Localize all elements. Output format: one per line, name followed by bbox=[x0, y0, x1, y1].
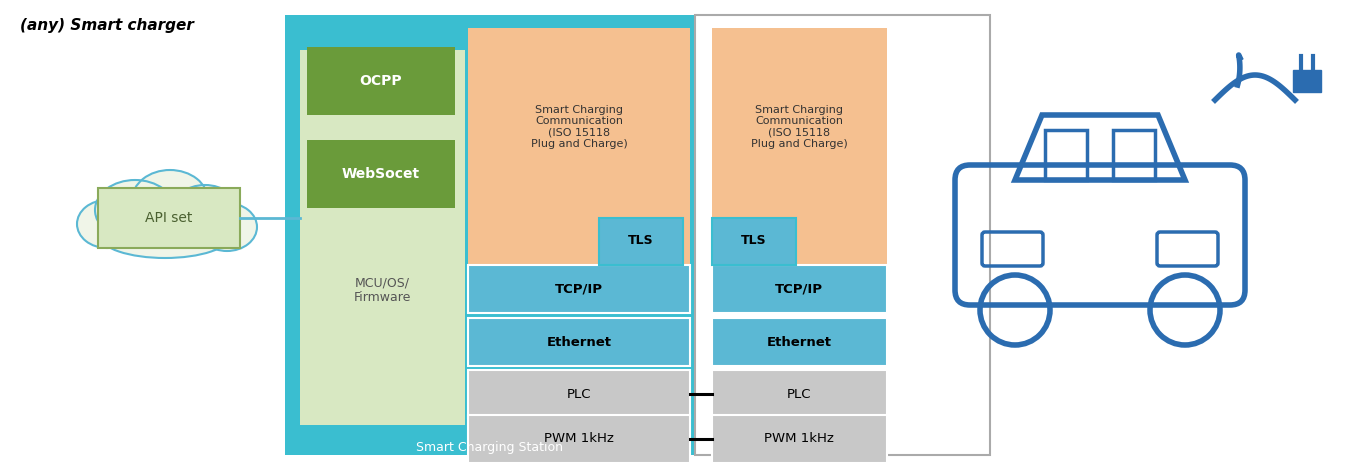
Ellipse shape bbox=[133, 170, 208, 230]
Text: (any) Smart charger: (any) Smart charger bbox=[21, 18, 194, 33]
Text: PLC: PLC bbox=[567, 388, 592, 400]
FancyBboxPatch shape bbox=[308, 47, 455, 115]
FancyBboxPatch shape bbox=[712, 370, 887, 418]
Ellipse shape bbox=[77, 200, 137, 248]
Text: PWM 1kHz: PWM 1kHz bbox=[764, 432, 834, 446]
Text: MCU/OS/
Firmware: MCU/OS/ Firmware bbox=[353, 276, 410, 304]
Ellipse shape bbox=[171, 185, 239, 239]
FancyBboxPatch shape bbox=[308, 140, 455, 208]
Text: PLC: PLC bbox=[787, 388, 811, 400]
FancyBboxPatch shape bbox=[712, 265, 887, 313]
Ellipse shape bbox=[100, 214, 230, 258]
Text: Smart Charging
Communication
(ISO 15118
Plug and Charge): Smart Charging Communication (ISO 15118 … bbox=[750, 105, 848, 149]
FancyBboxPatch shape bbox=[712, 415, 887, 463]
FancyBboxPatch shape bbox=[712, 218, 796, 265]
Text: Ethernet: Ethernet bbox=[767, 335, 831, 349]
FancyBboxPatch shape bbox=[468, 265, 690, 313]
FancyBboxPatch shape bbox=[299, 50, 465, 425]
Text: TCP/IP: TCP/IP bbox=[775, 283, 823, 295]
FancyBboxPatch shape bbox=[712, 28, 887, 266]
FancyBboxPatch shape bbox=[712, 318, 887, 366]
FancyBboxPatch shape bbox=[284, 15, 694, 455]
Text: PWM 1kHz: PWM 1kHz bbox=[544, 432, 614, 446]
Ellipse shape bbox=[197, 203, 257, 251]
FancyBboxPatch shape bbox=[1293, 70, 1321, 92]
Text: OCPP: OCPP bbox=[360, 74, 402, 88]
FancyBboxPatch shape bbox=[468, 415, 690, 463]
Ellipse shape bbox=[94, 180, 175, 240]
Text: Ethernet: Ethernet bbox=[547, 335, 611, 349]
Text: Smart Charging Station: Smart Charging Station bbox=[417, 441, 563, 455]
Text: TLS: TLS bbox=[629, 235, 653, 247]
FancyBboxPatch shape bbox=[599, 218, 684, 265]
FancyBboxPatch shape bbox=[98, 188, 241, 248]
FancyBboxPatch shape bbox=[694, 15, 990, 455]
Text: TCP/IP: TCP/IP bbox=[555, 283, 603, 295]
Text: Smart Charging
Communication
(ISO 15118
Plug and Charge): Smart Charging Communication (ISO 15118 … bbox=[530, 105, 627, 149]
Text: API set: API set bbox=[145, 211, 193, 225]
FancyBboxPatch shape bbox=[468, 370, 690, 418]
FancyBboxPatch shape bbox=[468, 28, 690, 266]
FancyBboxPatch shape bbox=[468, 318, 690, 366]
Text: TLS: TLS bbox=[741, 235, 767, 247]
Text: WebSocet: WebSocet bbox=[342, 167, 420, 181]
